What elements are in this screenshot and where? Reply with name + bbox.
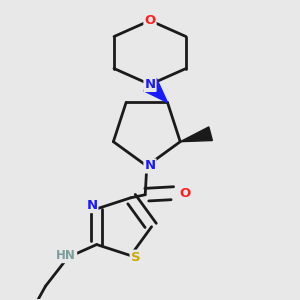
Text: O: O (179, 187, 191, 200)
Text: N: N (86, 199, 98, 212)
Polygon shape (180, 127, 212, 142)
Text: S: S (130, 251, 140, 264)
Text: N: N (144, 78, 156, 91)
Polygon shape (144, 78, 167, 102)
Text: O: O (144, 14, 156, 27)
Text: HN: HN (56, 249, 76, 262)
Text: N: N (144, 160, 156, 172)
